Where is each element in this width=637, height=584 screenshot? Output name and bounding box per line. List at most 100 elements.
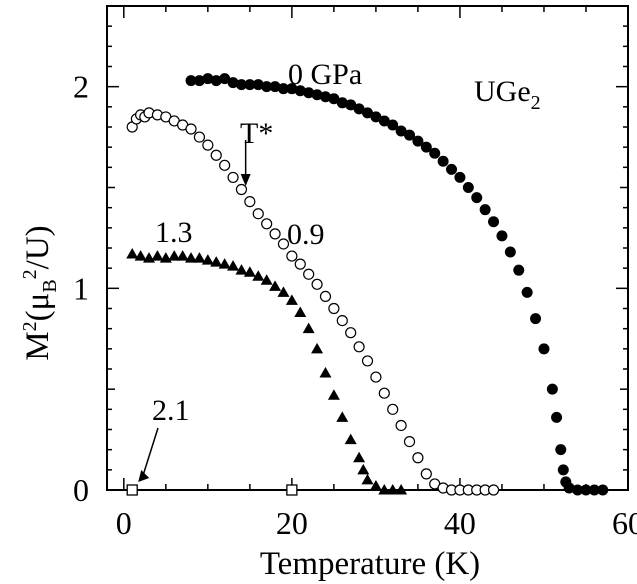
annotation-sample: UGe2	[474, 75, 541, 114]
data-point	[227, 171, 239, 184]
x-tick-label: 60	[612, 505, 637, 541]
data-point	[227, 77, 239, 89]
data-point	[462, 182, 474, 193]
x-tick-label: 0	[116, 505, 132, 541]
data-point	[269, 228, 281, 240]
data-point	[260, 274, 273, 285]
data-point	[176, 250, 189, 261]
data-point	[345, 99, 357, 111]
data-point	[336, 411, 349, 422]
data-point	[353, 451, 366, 463]
data-point	[159, 252, 172, 263]
data-point	[369, 479, 382, 491]
data-point	[454, 171, 466, 183]
data-point	[437, 155, 449, 167]
data-point	[311, 342, 324, 354]
data-point	[261, 218, 273, 230]
data-points	[126, 73, 609, 496]
data-point	[151, 250, 164, 261]
data-point	[261, 81, 273, 93]
data-point	[285, 294, 298, 305]
data-point	[386, 484, 399, 495]
data-point	[378, 484, 391, 495]
data-point	[277, 83, 289, 95]
data-point	[294, 258, 306, 270]
data-point	[555, 444, 567, 456]
data-point	[294, 85, 306, 97]
arrows	[138, 140, 251, 482]
data-point	[513, 264, 525, 276]
data-point	[126, 484, 138, 496]
data-point	[210, 256, 223, 267]
data-point	[538, 343, 550, 355]
data-point	[597, 484, 609, 496]
annotation-13: 1.3	[155, 216, 193, 249]
data-point	[319, 91, 331, 103]
series-0.9	[126, 107, 500, 496]
data-point	[370, 111, 382, 123]
data-point	[327, 389, 340, 400]
data-point	[243, 266, 256, 277]
data-point	[361, 473, 374, 485]
annotation-21: 2.1	[152, 394, 190, 427]
label-21-arrow-shaft	[141, 427, 159, 479]
data-point	[588, 484, 600, 496]
data-point	[277, 286, 290, 297]
data-point	[345, 327, 357, 339]
y-tick-label: 0	[73, 472, 89, 508]
data-point	[218, 258, 231, 269]
data-point	[357, 463, 370, 475]
data-point	[143, 252, 156, 263]
data-point	[201, 254, 214, 265]
y-tick-label: 1	[73, 270, 89, 306]
data-point	[563, 482, 575, 494]
y-tick-label: 2	[73, 69, 89, 105]
data-point	[269, 280, 282, 291]
data-point	[353, 341, 365, 353]
x-tick-label: 40	[444, 505, 476, 541]
data-point	[202, 139, 214, 151]
data-point	[362, 107, 373, 119]
data-point	[551, 411, 563, 423]
data-point	[286, 83, 298, 95]
data-point	[471, 192, 483, 204]
label-21-arrow-head	[138, 470, 150, 482]
data-point	[378, 387, 390, 399]
data-point	[387, 119, 399, 131]
x-axis-label: Temperature (K)	[260, 546, 480, 582]
data-point	[530, 313, 542, 325]
data-point	[269, 81, 281, 93]
data-point	[210, 149, 222, 161]
data-point	[344, 433, 357, 445]
data-point	[446, 163, 458, 175]
data-point	[311, 278, 323, 290]
x-tick-label: 20	[276, 505, 308, 541]
data-point	[328, 302, 340, 315]
series-1.3	[126, 248, 408, 495]
data-point	[336, 97, 348, 109]
data-point	[487, 484, 500, 496]
data-point	[404, 129, 416, 141]
data-point	[227, 260, 240, 271]
data-point	[168, 250, 181, 261]
annotation-09: 0.9	[287, 218, 325, 251]
data-point	[412, 452, 424, 464]
data-point	[277, 238, 290, 250]
data-point	[572, 484, 584, 496]
data-point	[235, 79, 247, 91]
data-point	[580, 484, 592, 496]
data-point	[353, 103, 365, 115]
data-point	[286, 484, 298, 496]
data-point	[235, 264, 248, 275]
data-point	[244, 196, 256, 208]
data-point	[420, 468, 432, 480]
data-point	[420, 141, 432, 153]
data-point	[286, 250, 298, 262]
data-point	[504, 246, 516, 258]
annotation-tstar: T*	[240, 117, 273, 150]
data-point	[546, 383, 558, 395]
data-point	[185, 75, 197, 87]
data-point	[294, 306, 307, 318]
data-point	[235, 183, 248, 196]
